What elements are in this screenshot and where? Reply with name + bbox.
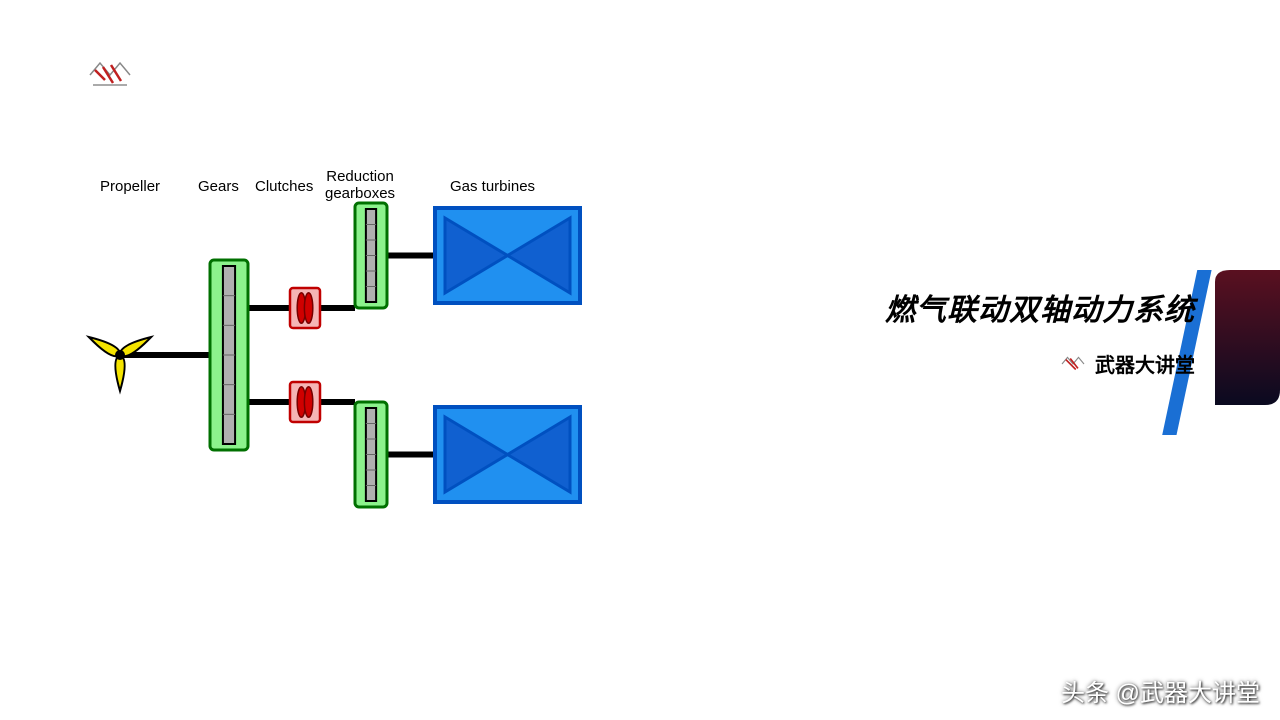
main-title: 燃气联动双轴动力系统 — [885, 285, 1195, 329]
label-clutches: Clutches — [255, 178, 313, 195]
label-turbines: Gas turbines — [450, 178, 535, 195]
propulsion-diagram: Propeller Gears Clutches Reduction gearb… — [80, 160, 640, 570]
title-block: 燃气联动双轴动力系统 武器大讲堂 — [885, 285, 1195, 378]
subtitle-text: 武器大讲堂 — [1095, 349, 1195, 378]
subtitle-logo-icon — [1059, 353, 1087, 375]
corner-logo — [85, 55, 135, 95]
label-gears: Gears — [198, 178, 239, 195]
watermark: 头条 @武器大讲堂 — [1061, 673, 1260, 708]
label-propeller: Propeller — [100, 178, 160, 195]
subtitle-row: 武器大讲堂 — [885, 349, 1195, 378]
diagram-svg — [80, 160, 640, 570]
label-reduction: Reduction gearboxes — [325, 168, 395, 202]
